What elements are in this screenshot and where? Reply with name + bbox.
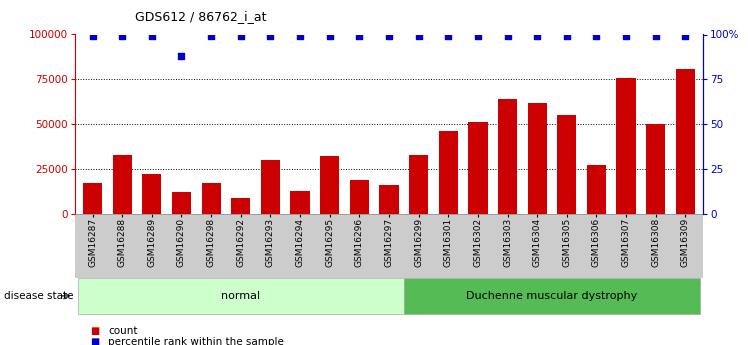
Bar (586, 166, 606, 214)
Bar (379, 185, 399, 214)
Text: count: count (108, 326, 138, 335)
Text: ■: ■ (90, 337, 99, 345)
Text: disease state: disease state (4, 291, 73, 301)
Bar (468, 122, 488, 214)
Bar (142, 175, 162, 214)
Text: ■: ■ (90, 326, 99, 335)
Bar (527, 103, 547, 214)
Text: Duchenne muscular dystrophy: Duchenne muscular dystrophy (466, 291, 637, 301)
Bar (172, 193, 191, 214)
Point (590, 33, 602, 39)
Point (294, 33, 306, 39)
Point (353, 33, 365, 39)
Point (146, 33, 158, 39)
Bar (290, 190, 310, 214)
Point (442, 33, 454, 39)
Bar (646, 124, 665, 214)
Bar (675, 69, 695, 214)
Point (531, 33, 543, 39)
Bar (409, 155, 428, 214)
Point (650, 33, 662, 39)
Bar (83, 184, 102, 214)
Bar (261, 160, 280, 214)
Text: normal: normal (221, 291, 260, 301)
Point (205, 33, 217, 39)
Point (116, 33, 128, 39)
Point (265, 33, 277, 39)
Point (501, 33, 513, 39)
Bar (616, 78, 636, 214)
Bar (113, 155, 132, 214)
Bar (201, 184, 221, 214)
Bar (557, 115, 577, 214)
Text: percentile rank within the sample: percentile rank within the sample (108, 337, 284, 345)
Point (561, 33, 573, 39)
Point (235, 33, 247, 39)
Point (413, 33, 425, 39)
Bar (498, 99, 517, 214)
Point (472, 33, 484, 39)
Point (383, 33, 395, 39)
Point (87, 33, 99, 39)
Bar (320, 157, 340, 214)
Text: GDS612 / 86762_i_at: GDS612 / 86762_i_at (135, 10, 266, 23)
Bar (438, 131, 458, 214)
Point (679, 33, 691, 39)
Point (620, 33, 632, 39)
Bar (350, 180, 369, 214)
Bar (231, 198, 251, 214)
Point (176, 53, 188, 59)
Point (324, 33, 336, 39)
